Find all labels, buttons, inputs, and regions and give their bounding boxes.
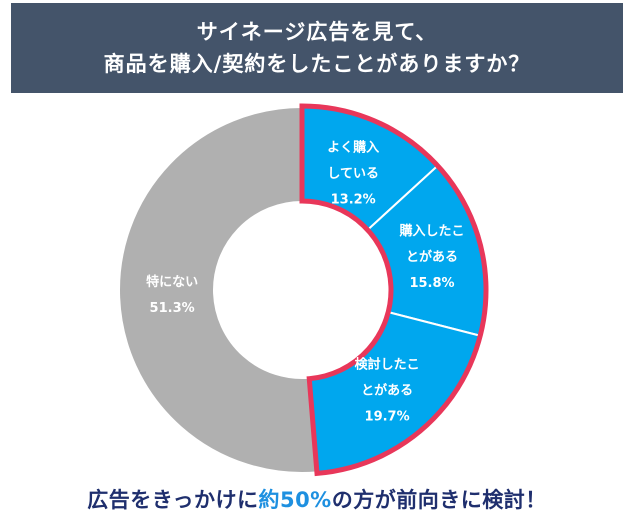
slice-value-label: 13.2% bbox=[331, 192, 376, 207]
title-banner: サイネージ広告を見て、 商品を購入/契約をしたことがありますか？ bbox=[11, 3, 623, 93]
slice-value-label: 15.8% bbox=[409, 276, 454, 291]
slice-category-label: とがある bbox=[361, 382, 413, 398]
donut-slice-3 bbox=[118, 105, 319, 474]
title-line-1: サイネージ広告を見て、 bbox=[196, 20, 438, 44]
conclusion-prefix: 広告をきっかけに bbox=[87, 488, 259, 512]
conclusion-text: 広告をきっかけに約50%の方が前向きに検討！ bbox=[0, 484, 634, 514]
title-line-2: 商品を購入/契約をしたことがありますか？ bbox=[103, 52, 531, 76]
slice-category-label: 検討したこ bbox=[355, 356, 420, 372]
highlight-outline bbox=[299, 103, 489, 477]
slice-value-label: 51.3% bbox=[150, 301, 195, 316]
slice-value-label: 19.7% bbox=[365, 409, 410, 424]
slice-category-label: 特にない bbox=[146, 274, 198, 290]
slice-category-label: よく購入 bbox=[327, 139, 379, 155]
slice-category-label: 購入したこ bbox=[398, 223, 464, 239]
slice-category-label: とがある bbox=[406, 249, 458, 265]
conclusion-suffix: の方が前向きに検討！ bbox=[331, 488, 547, 512]
slice-category-label: している bbox=[327, 166, 379, 181]
conclusion-accent: 約50% bbox=[258, 488, 332, 512]
